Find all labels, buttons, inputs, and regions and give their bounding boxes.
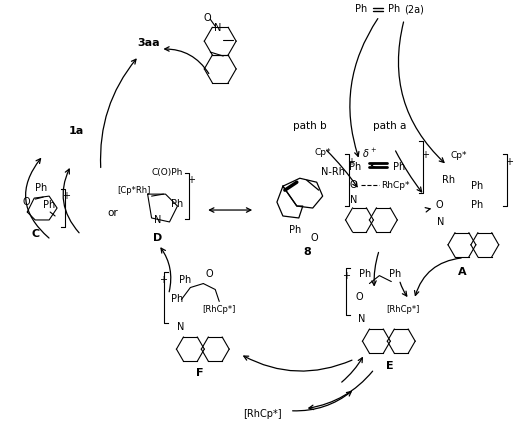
Text: Ph: Ph — [389, 269, 401, 279]
Text: O: O — [203, 13, 211, 23]
Text: N: N — [438, 217, 445, 227]
Text: [RhCp*]: [RhCp*] — [203, 305, 236, 314]
Text: path b: path b — [293, 121, 326, 131]
Text: 1a: 1a — [69, 125, 84, 136]
Text: O: O — [435, 200, 443, 210]
Text: [RhCp*]: [RhCp*] — [243, 409, 281, 419]
Text: Ph: Ph — [171, 294, 183, 304]
Text: N-Rh: N-Rh — [321, 167, 345, 177]
Text: E: E — [386, 361, 393, 371]
Text: path a: path a — [373, 121, 406, 131]
Text: Cp*: Cp* — [314, 148, 331, 157]
Text: (2a): (2a) — [404, 4, 424, 14]
Text: Ph: Ph — [289, 225, 301, 235]
Text: +: + — [347, 158, 355, 167]
Text: Ph: Ph — [471, 200, 483, 210]
Text: Ph: Ph — [359, 269, 372, 279]
Text: O: O — [350, 180, 357, 190]
Text: A: A — [457, 267, 466, 276]
Text: Ph: Ph — [355, 4, 368, 14]
Text: Rh: Rh — [442, 175, 455, 185]
Text: Ph: Ph — [43, 200, 55, 210]
Text: [Cp*Rh]: [Cp*Rh] — [117, 186, 150, 195]
Text: RhCp*: RhCp* — [381, 181, 410, 190]
Text: O: O — [205, 269, 213, 279]
Text: D: D — [153, 233, 162, 243]
Text: 3aa: 3aa — [137, 38, 160, 48]
Text: $\delta^+$: $\delta^+$ — [362, 147, 377, 160]
Text: Ph: Ph — [388, 4, 400, 14]
Text: N: N — [358, 314, 365, 324]
Text: +: + — [62, 191, 70, 201]
Text: Cp*: Cp* — [451, 151, 467, 160]
Text: +: + — [505, 158, 512, 167]
Text: +: + — [188, 175, 195, 185]
Text: Ph: Ph — [35, 183, 47, 193]
Text: 8: 8 — [303, 247, 311, 257]
Text: O: O — [23, 197, 30, 207]
Text: or: or — [107, 208, 118, 218]
Text: Ph: Ph — [171, 199, 183, 209]
Text: O: O — [356, 292, 363, 303]
Text: [RhCp*]: [RhCp*] — [387, 305, 420, 314]
Text: N: N — [177, 322, 184, 332]
Text: +: + — [421, 150, 429, 160]
Text: +: + — [342, 270, 350, 281]
Text: Ph: Ph — [471, 181, 483, 191]
Text: C: C — [31, 229, 39, 239]
Text: O: O — [311, 233, 319, 243]
Text: F: F — [195, 368, 203, 378]
Text: N: N — [154, 215, 161, 225]
Text: N: N — [350, 195, 357, 205]
Text: C(O)Ph: C(O)Ph — [152, 168, 183, 177]
Text: Ph: Ph — [179, 275, 192, 285]
Text: +: + — [159, 275, 168, 285]
Text: N: N — [214, 23, 221, 33]
Text: Ph: Ph — [393, 162, 406, 172]
Text: Ph: Ph — [350, 162, 362, 172]
